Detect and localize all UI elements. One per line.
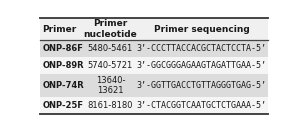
Bar <box>40 57 268 74</box>
Text: ONP-89R: ONP-89R <box>43 61 84 70</box>
Text: Primer
nucleotide: Primer nucleotide <box>84 19 137 39</box>
Bar <box>40 74 268 97</box>
Text: ONP-25F: ONP-25F <box>43 101 84 110</box>
Text: 3’-CTACGGTCAATGCTCTGAAA-5’: 3’-CTACGGTCAATGCTCTGAAA-5’ <box>136 101 267 110</box>
Text: 3’-GGTTGACCTGTTAGGGTGAG-5’: 3’-GGTTGACCTGTTAGGGTGAG-5’ <box>136 81 267 90</box>
Text: 13640-
13621: 13640- 13621 <box>96 76 125 95</box>
Text: ONP-86F: ONP-86F <box>43 44 83 53</box>
Text: 8161-8180: 8161-8180 <box>88 101 133 110</box>
Text: Primer sequencing: Primer sequencing <box>154 24 250 34</box>
Bar <box>40 18 268 40</box>
Bar <box>40 40 268 57</box>
Text: 3’-GGCGGGAGAAGTAGATTGAA-5’: 3’-GGCGGGAGAAGTAGATTGAA-5’ <box>136 61 267 70</box>
Text: 5480-5461: 5480-5461 <box>88 44 133 53</box>
Text: ONP-74R: ONP-74R <box>43 81 84 90</box>
Text: 3’-CCCTTACCACGCTACTCCTA-5’: 3’-CCCTTACCACGCTACTCCTA-5’ <box>136 44 267 53</box>
Bar <box>40 97 268 114</box>
Text: Primer: Primer <box>43 24 77 34</box>
Text: 5740-5721: 5740-5721 <box>88 61 133 70</box>
